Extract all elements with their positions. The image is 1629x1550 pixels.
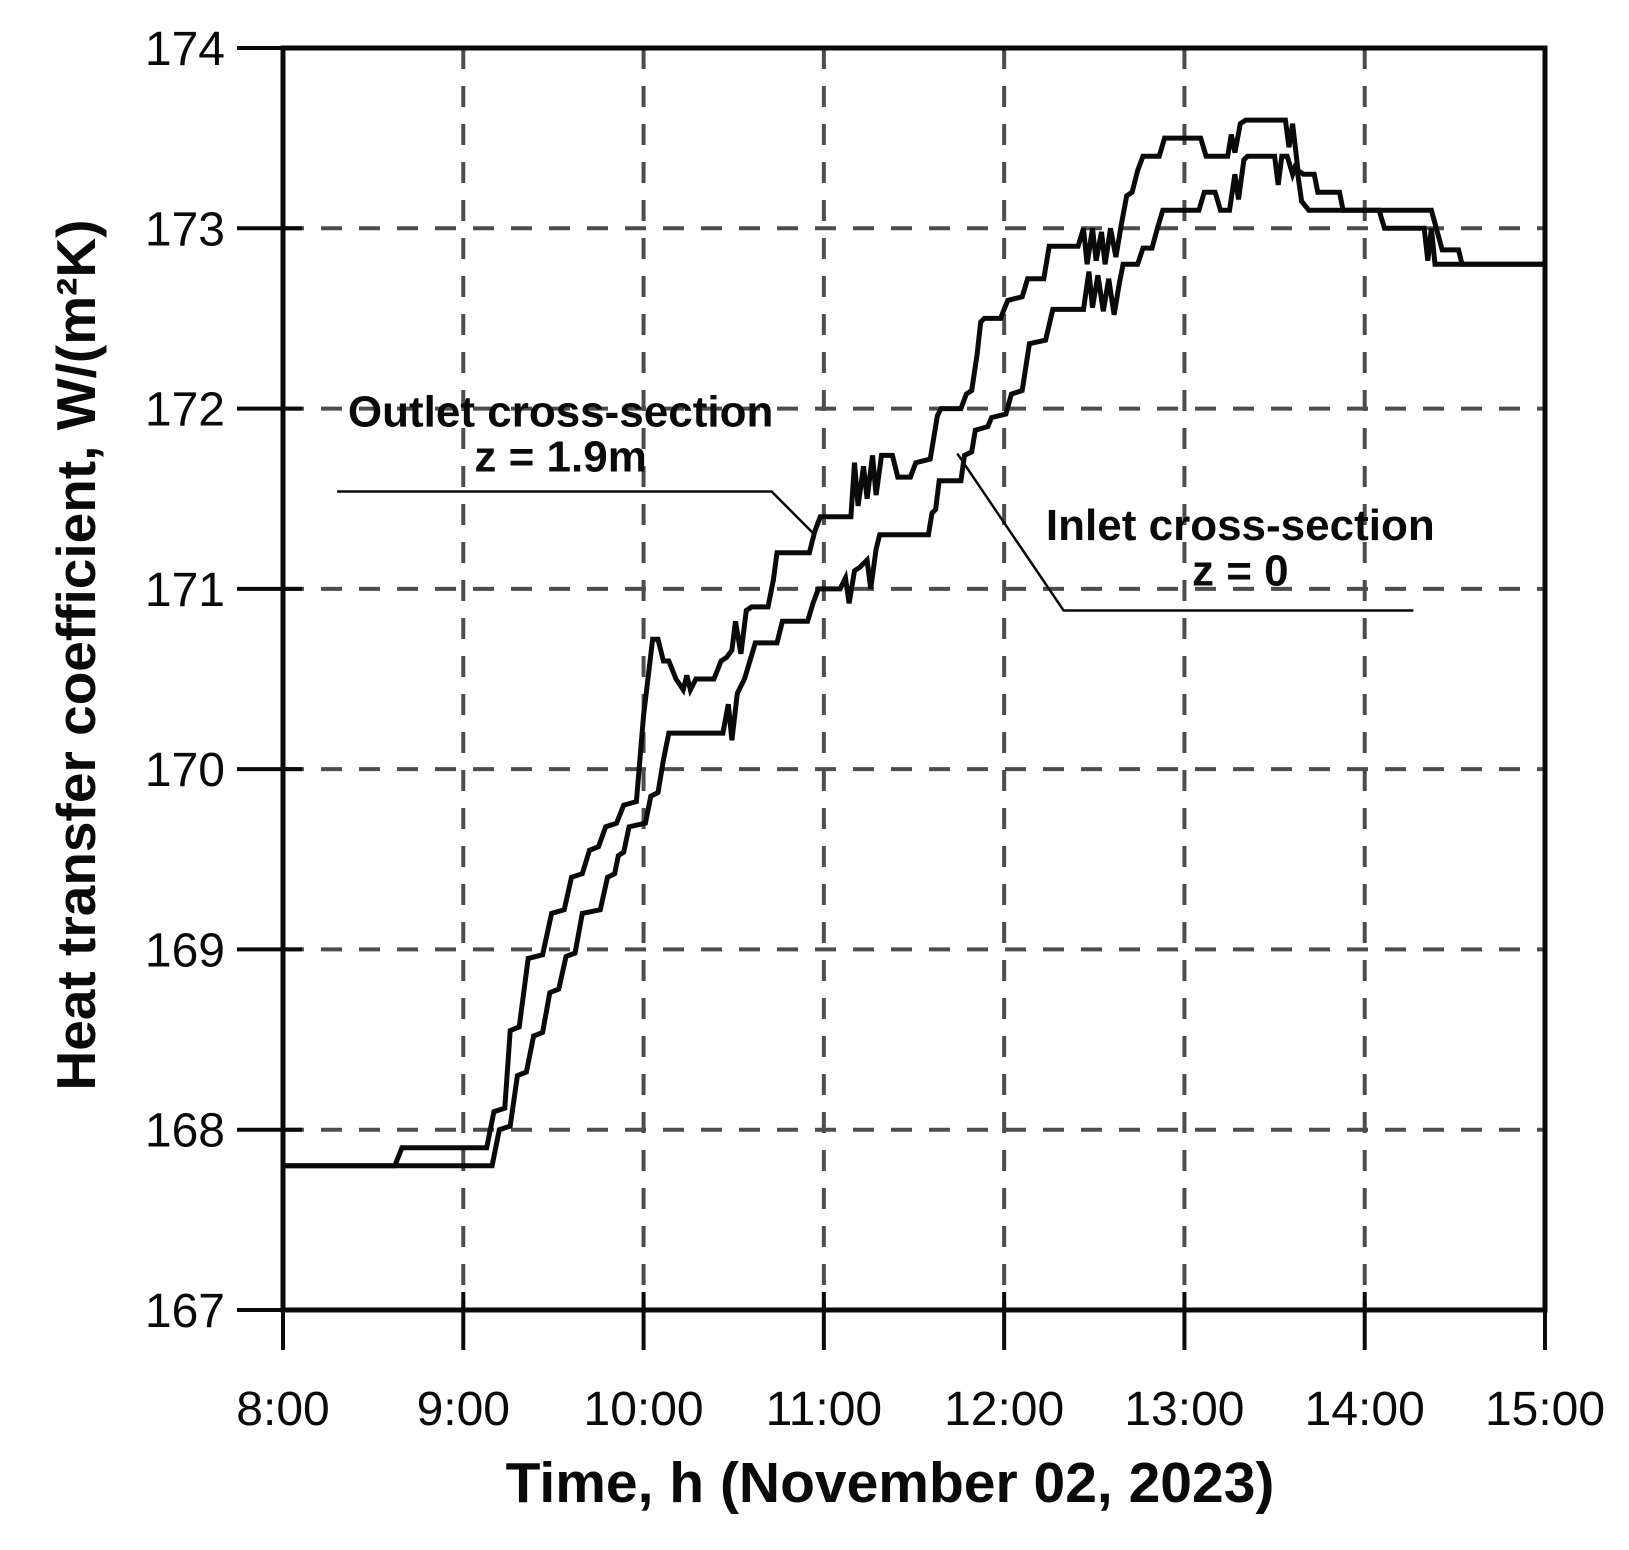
gridlines (283, 48, 1545, 1310)
data-series (280, 117, 1548, 1169)
y-tick-label: 169 (145, 924, 225, 977)
x-tick-label: 13:00 (1124, 1383, 1244, 1436)
tick-marks (237, 46, 1547, 1350)
x-tick-label: 10:00 (584, 1383, 704, 1436)
plot-border (280, 45, 1548, 1313)
x-tick-label: 8:00 (236, 1383, 329, 1436)
y-tick-label: 173 (145, 203, 225, 256)
inlet-label-text: Inlet cross-section (1046, 501, 1435, 550)
y-tick-label: 172 (145, 384, 225, 437)
tick-labels: 8:00 9:00 10:00 11:00 12:00 13:00 14:00 15:00 16… (145, 23, 1605, 1436)
x-tick-label: 9:00 (417, 1383, 510, 1436)
inlet-label-text: z = 0 (1192, 546, 1289, 595)
outlet-label-leader-line (337, 490, 814, 534)
x-tick-label: 12:00 (944, 1383, 1064, 1436)
y-tick-label: 167 (145, 1285, 225, 1338)
x-axis-title: Time, h (November 02, 2023) (506, 1451, 1275, 1515)
y-axis-title: Heat transfer coefficient, W/(m²K) (45, 220, 107, 1091)
y-tick-label: 174 (145, 23, 225, 76)
plot-frame (280, 45, 1548, 1313)
outlet-label-text: Outlet cross-section (348, 388, 773, 437)
series-outlet-line (280, 117, 1548, 1169)
outlet-label-text: z = 1.9m (474, 433, 646, 482)
y-tick-label: 170 (145, 744, 225, 797)
series-inlet-line (280, 153, 1548, 1169)
y-tick-label: 168 (145, 1105, 225, 1158)
x-tick-label: 11:00 (766, 1383, 883, 1436)
x-tick-label: 15:00 (1485, 1383, 1605, 1436)
y-tick-label: 171 (145, 564, 225, 617)
x-tick-label: 14:00 (1305, 1383, 1425, 1436)
inlet-label-leader-line (956, 452, 1414, 612)
